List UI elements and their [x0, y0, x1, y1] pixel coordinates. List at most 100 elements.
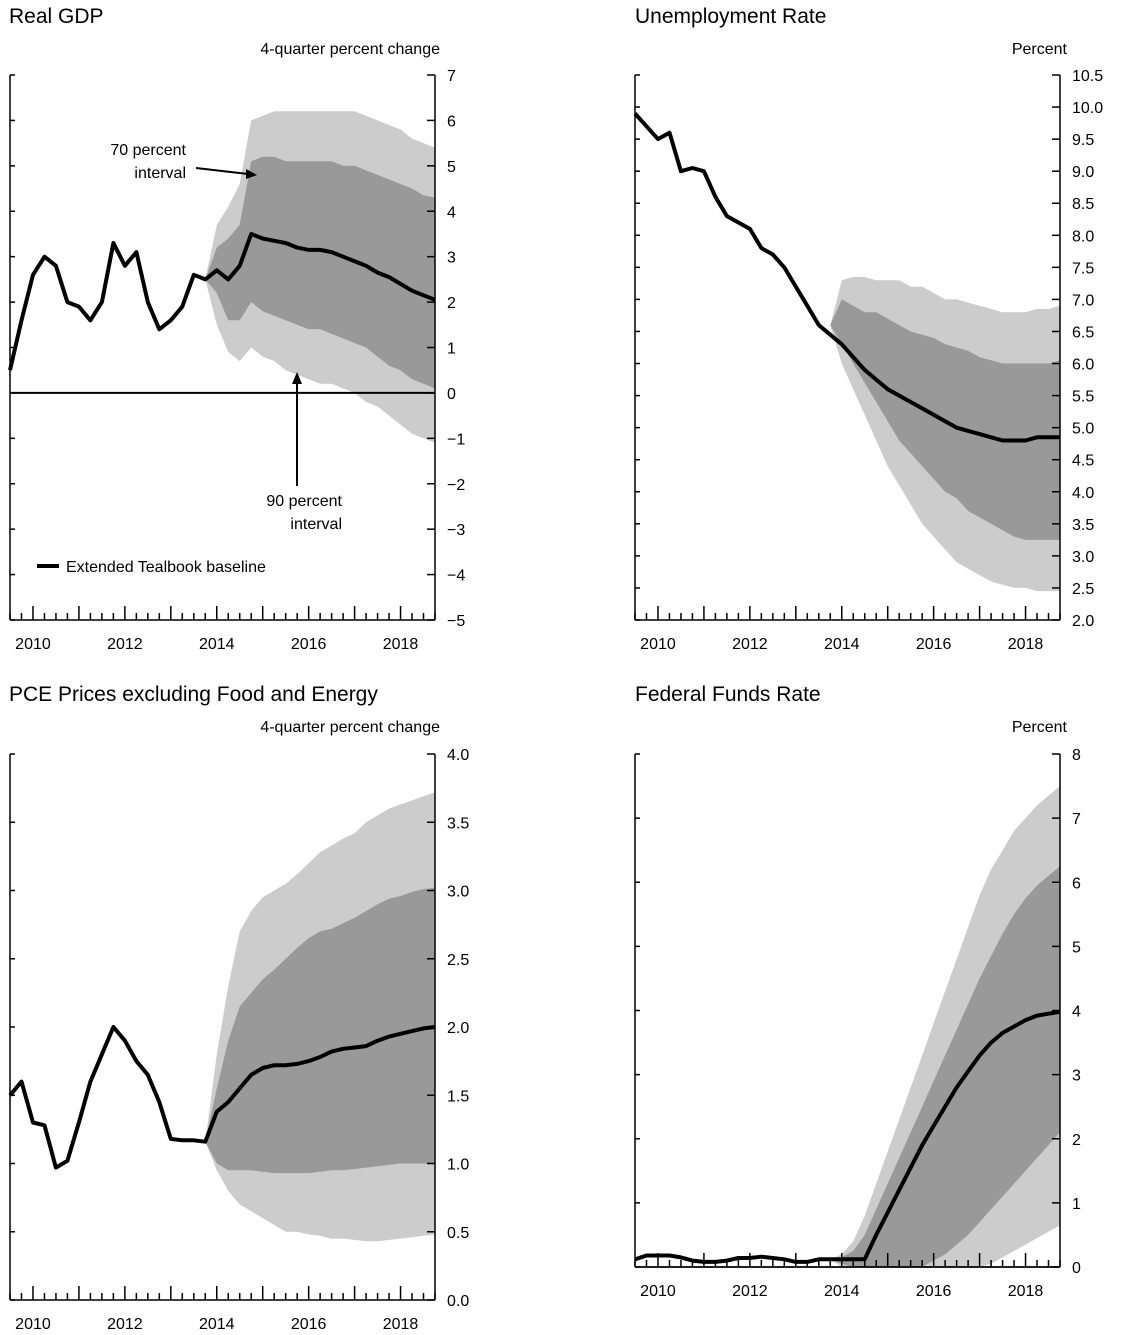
series-line-baseline: [633, 112, 1060, 443]
y-tick-label: 3.5: [1072, 517, 1094, 534]
y-tick-label: 1.5: [447, 1088, 469, 1105]
y-tick-label: 7.0: [1072, 292, 1094, 309]
y-tick-label: 0: [1072, 1260, 1081, 1277]
y-tick-label: 0.0: [447, 1293, 469, 1310]
chart-svg: 4.0 3.5 3.0 2.5 2.0 1.5 1.0 0.5 0.0 2010 2012 2014 2…: [8, 747, 469, 1333]
y-tick-label: 6.5: [1072, 324, 1094, 341]
band-70-percent: [830, 866, 1060, 1267]
x-tick-label: 2014: [824, 636, 860, 653]
y-tick-label: 2.0: [1072, 613, 1094, 630]
x-tick-label: 2014: [199, 636, 235, 653]
x-tick-label: 2014: [199, 1316, 235, 1333]
y-tick-label: 2: [1072, 1132, 1081, 1149]
chart-title: Unemployment Rate: [635, 5, 827, 28]
y-tick-label: 7: [1072, 811, 1081, 828]
x-tick-label: 2012: [107, 1316, 143, 1333]
y-tick-label: 6: [447, 113, 456, 130]
y-tick-label: 2: [447, 295, 456, 312]
y-tick-label: −4: [447, 568, 465, 585]
x-tick-label: 2010: [640, 636, 676, 653]
annotation-90-percent-arrowhead: [292, 372, 302, 384]
x-tick-label: 2016: [291, 1316, 327, 1333]
y-tick-label: 7: [447, 68, 456, 85]
x-tick-label: 2018: [383, 636, 419, 653]
x-tick-label: 2018: [383, 1316, 419, 1333]
y-tick-label: 3.0: [447, 884, 469, 901]
band-70-percent: [205, 156, 435, 389]
y-tick-label: 4: [1072, 1004, 1081, 1021]
unit-label: 4-quarter percent change: [260, 41, 440, 58]
y-tick-label: 5: [1072, 939, 1081, 956]
x-tick-label: 2012: [732, 1283, 768, 1300]
y-tick-label: 3.0: [1072, 549, 1094, 566]
unit-label: 4-quarter percent change: [260, 719, 440, 736]
annotation-90-percent-label: 90 percent: [266, 493, 342, 510]
y-tick-label: 4.0: [447, 747, 469, 764]
band-70-percent: [205, 887, 435, 1174]
annotation-70-percent-label-line2: interval: [134, 165, 186, 182]
y-tick-label: 9.5: [1072, 132, 1094, 149]
chart-title: Real GDP: [9, 5, 104, 28]
legend-label: Extended Tealbook baseline: [66, 559, 266, 576]
y-tick-label: 8.5: [1072, 196, 1094, 213]
x-tick-label: 2014: [824, 1283, 860, 1300]
y-tick-label: 2.5: [447, 952, 469, 969]
x-tick-label: 2010: [640, 1283, 676, 1300]
chart-panel-pce-prices: PCE Prices excluding Food and Energy 4-q…: [0, 675, 560, 1335]
x-tick-label: 2018: [1008, 636, 1044, 653]
y-tick-label: 3: [1072, 1068, 1081, 1085]
y-tick-label: 1.0: [447, 1157, 469, 1174]
y-tick-label: 3: [447, 250, 456, 267]
chart-svg: 10.5 10.0 9.5 9.0 8.5 8.0 7.5 7.0 6.5 6.0 5.5 5.0 4.…: [633, 68, 1103, 653]
y-tick-label: 2.5: [1072, 581, 1094, 598]
y-tick-label: −2: [447, 477, 465, 494]
annotation-90-percent-label-line2: interval: [290, 516, 342, 533]
unit-label: Percent: [1011, 41, 1067, 58]
y-tick-label: 4.0: [1072, 485, 1094, 502]
y-tick-label: 5.0: [1072, 421, 1094, 438]
y-tick-label: 5: [447, 159, 456, 176]
y-tick-label: 4: [447, 204, 456, 221]
y-tick-label: 10.5: [1072, 68, 1103, 85]
chart-title: Federal Funds Rate: [635, 683, 821, 706]
series-line-baseline: [634, 1009, 1061, 1264]
y-tick-label: 1: [1072, 1196, 1081, 1213]
annotation-70-percent-arrowhead: [246, 169, 257, 179]
chart-title: PCE Prices excluding Food and Energy: [9, 683, 378, 706]
unit-label: Percent: [1011, 719, 1067, 736]
y-tick-label: 2.0: [447, 1020, 469, 1037]
y-tick-label: 0.5: [447, 1225, 469, 1242]
y-tick-label: 4.5: [1072, 453, 1094, 470]
chart-svg: 7 6 5 4 3 2 1 0 −1 −2 −3 −4 −5 2010 2012 2014 2016 2018 70…: [8, 68, 465, 653]
annotation-70-percent-label: 70 percent: [110, 142, 186, 159]
x-tick-label: 2012: [107, 636, 143, 653]
y-tick-label: 5.5: [1072, 389, 1094, 406]
x-tick-label: 2016: [291, 636, 327, 653]
x-tick-label: 2016: [916, 636, 952, 653]
y-tick-label: 6: [1072, 875, 1081, 892]
y-tick-label: 0: [447, 386, 456, 403]
chart-panel-federal-funds-rate: Federal Funds Rate Percent 8 7 6 5 4 3 2 1 0 2010…: [560, 675, 1123, 1335]
chart-panel-real-gdp: Real GDP 4-quarter percent change 7 6 5 4 3 2…: [0, 0, 560, 660]
y-tick-label: 3.5: [447, 815, 469, 832]
x-tick-label: 2016: [916, 1283, 952, 1300]
y-tick-label: 8: [1072, 747, 1081, 764]
x-tick-label: 2010: [15, 636, 51, 653]
y-tick-label: 9.0: [1072, 164, 1094, 181]
y-tick-label: 10.0: [1072, 100, 1103, 117]
series-line-baseline: [8, 1025, 436, 1170]
y-tick-label: 7.5: [1072, 260, 1094, 277]
y-tick-label: −5: [447, 613, 465, 630]
x-tick-label: 2010: [15, 1316, 51, 1333]
y-tick-label: 6.0: [1072, 357, 1094, 374]
series-line-baseline: [8, 232, 436, 371]
y-tick-label: −1: [447, 431, 465, 448]
x-tick-label: 2018: [1008, 1283, 1044, 1300]
y-tick-label: 1: [447, 341, 456, 358]
y-tick-label: 8.0: [1072, 228, 1094, 245]
chart-svg: 8 7 6 5 4 3 2 1 0 2010 2012 2014 2016 2018: [634, 747, 1081, 1300]
x-tick-label: 2012: [732, 636, 768, 653]
y-tick-label: −3: [447, 522, 465, 539]
chart-panel-unemployment-rate: Unemployment Rate Percent 10.5 10.0 9.5 9.0…: [560, 0, 1123, 660]
annotation-70-percent-arrow: [195, 167, 249, 175]
